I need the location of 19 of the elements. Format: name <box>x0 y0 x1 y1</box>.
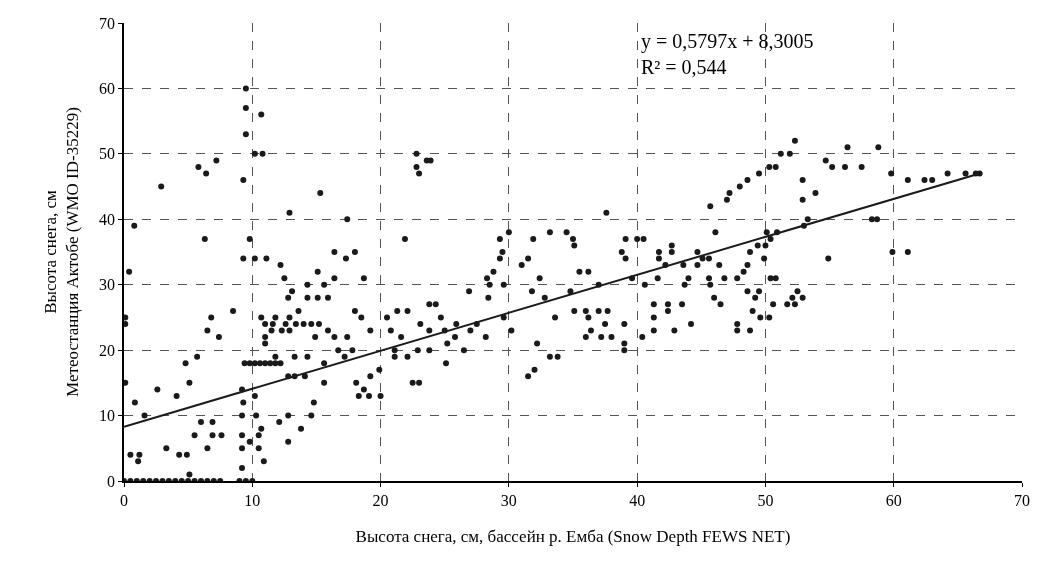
y-tick-label: 70 <box>99 14 116 32</box>
y-tick-label: 10 <box>99 407 116 425</box>
y-tick-label: 50 <box>99 145 116 163</box>
y-tick-label: 0 <box>107 472 116 490</box>
y-tick-label: 20 <box>99 341 116 359</box>
x-axis-title: Высота снега, см, бассейн р. Емба (Snow Depth FEWS NET) <box>355 526 791 546</box>
x-tick-label: 50 <box>757 491 774 509</box>
x-tick-label: 0 <box>120 491 128 509</box>
y-axis-title: Высота снега, см Метеостанция Актобе (WMO ID-35229) <box>41 107 83 397</box>
y-tick-label: 60 <box>99 80 116 98</box>
y-tick-label: 30 <box>99 276 116 294</box>
y-tick-label: 40 <box>99 210 116 228</box>
x-tick-label: 20 <box>372 491 389 509</box>
x-tick-label: 60 <box>885 491 902 509</box>
annotation: y = 0,5797x + 8,3005 R² = 0,544 <box>641 30 814 78</box>
x-tick-label: 30 <box>500 491 517 509</box>
x-tick-label: 70 <box>1014 491 1030 509</box>
x-tick-label: 40 <box>629 491 646 509</box>
x-tick-label: 10 <box>244 491 261 509</box>
